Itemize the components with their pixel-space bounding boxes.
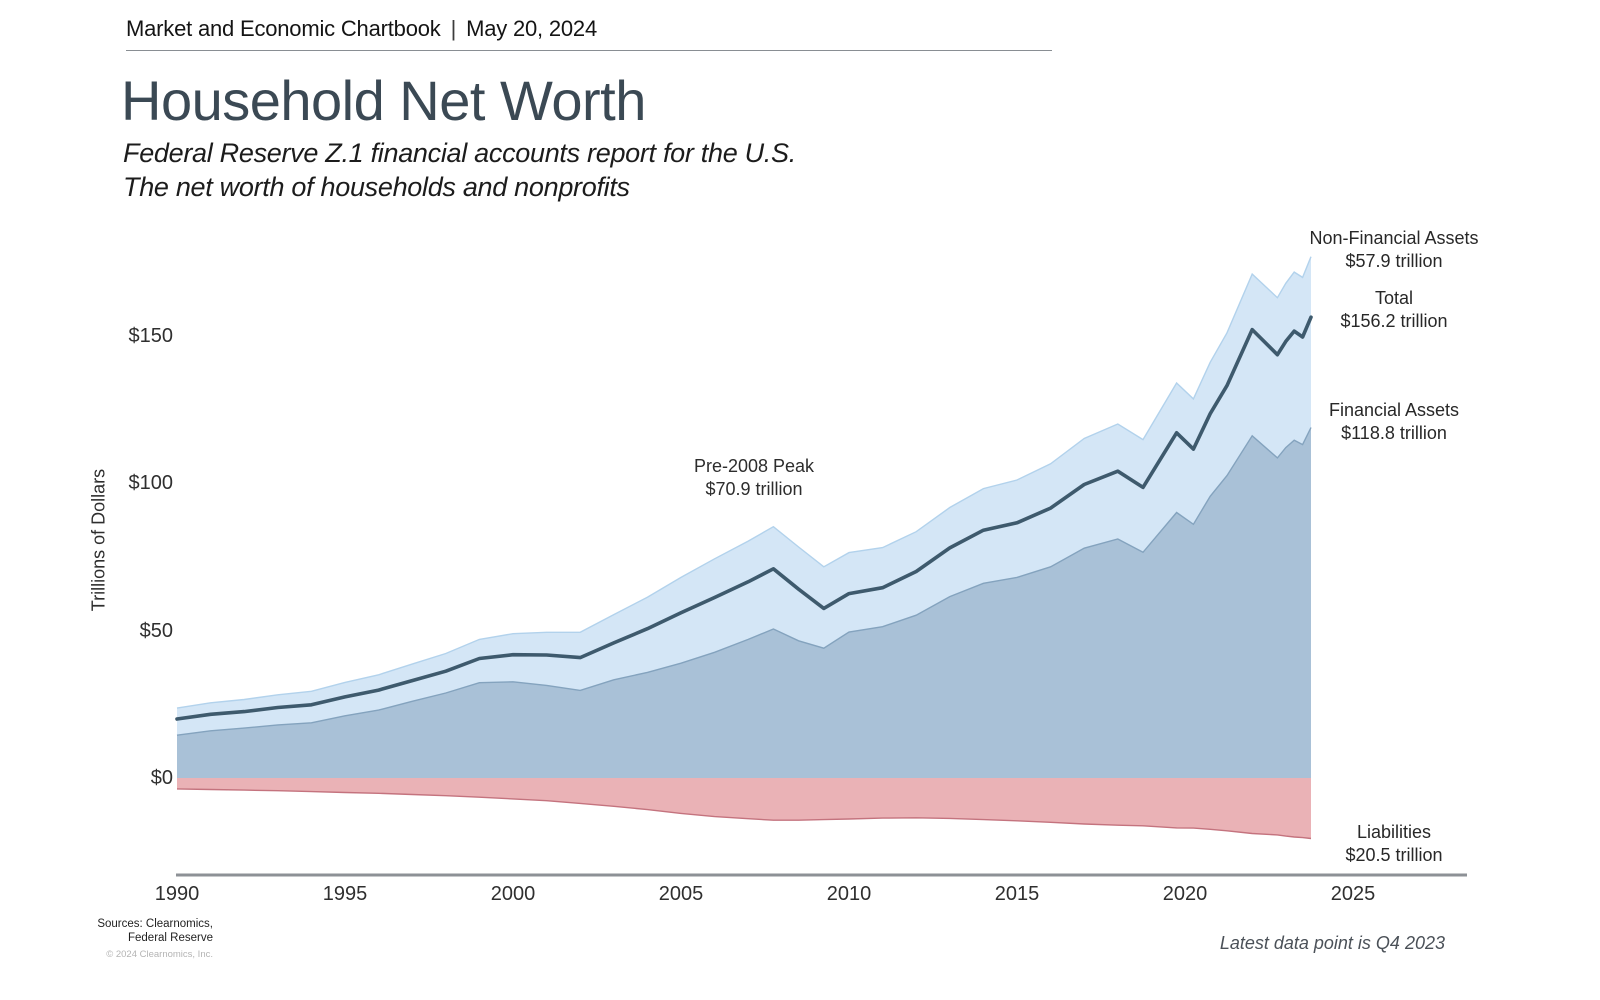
x-tick-label-1995: 1995 xyxy=(322,883,368,905)
pre-2008-peak-annotation: Pre-2008 Peak $70.9 trillion xyxy=(694,455,814,501)
total-label: Total $156.2 trillion xyxy=(1284,287,1504,333)
nonfinancial-assets-label-value: $57.9 trillion xyxy=(1345,251,1443,271)
chartbook-date: May 20, 2024 xyxy=(466,16,598,41)
liabilities-label-value: $20.5 trillion xyxy=(1345,845,1443,865)
liabilities-area xyxy=(177,778,1311,839)
x-tick-label-2020: 2020 xyxy=(1162,883,1208,905)
y-tick-label-150: $150 xyxy=(128,324,174,347)
financial-assets-edge-line xyxy=(176,427,1312,736)
copyright-text: © 2024 Clearnomics, Inc. xyxy=(106,949,213,960)
liabilities-label: Liabilities $20.5 trillion xyxy=(1284,821,1504,867)
sources-line-1: Sources: Clearnomics, xyxy=(97,918,213,930)
x-tick-label-2025: 2025 xyxy=(1330,883,1376,905)
x-tick-label-2010: 2010 xyxy=(826,883,872,905)
annotation-value: $70.9 trillion xyxy=(705,479,803,499)
chartbook-header: Market and Economic Chartbook | May 20, 20… xyxy=(126,16,597,42)
subtitle-line-2: The net worth of households and nonprofi… xyxy=(123,172,630,202)
financial-assets-area xyxy=(177,427,1311,778)
financial-assets-label: Financial Assets $118.8 trillion xyxy=(1284,399,1504,445)
x-tick-label-2015: 2015 xyxy=(994,883,1040,905)
header-separator: | xyxy=(450,16,457,41)
financial-assets-label-name: Financial Assets xyxy=(1328,400,1460,420)
y-tick-label-50: $50 xyxy=(139,619,173,642)
header-divider xyxy=(126,50,1052,51)
liabilities-label-name: Liabilities xyxy=(1356,822,1432,842)
annotation-title: Pre-2008 Peak xyxy=(693,456,815,476)
page-title: Household Net Worth xyxy=(121,69,646,132)
x-tick-label-2005: 2005 xyxy=(658,883,704,905)
sources-line-2: Federal Reserve xyxy=(127,932,213,944)
y-tick-label-100: $100 xyxy=(128,472,174,494)
nonfinancial-assets-label: Non-Financial Assets $57.9 trillion xyxy=(1284,227,1504,273)
nonfinancial-assets-label-name: Non-Financial Assets xyxy=(1309,228,1479,248)
total-net-worth-line xyxy=(175,315,1313,721)
liabilities-edge-line xyxy=(176,788,1312,840)
y-tick-label-0: $0 xyxy=(150,767,173,789)
x-tick-label-2000: 2000 xyxy=(490,883,536,905)
chartbook-title: Market and Economic Chartbook xyxy=(126,16,441,41)
page-subtitle: Federal Reserve Z.1 financial accounts r… xyxy=(123,136,796,204)
sources-block: Sources: Clearnomics, Federal Reserve © … xyxy=(41,917,213,962)
nonfinancial-assets-area xyxy=(177,256,1311,736)
financial-assets-label-value: $118.8 trillion xyxy=(1341,423,1447,443)
latest-data-note: Latest data point is Q4 2023 xyxy=(1219,933,1445,953)
total-label-name: Total xyxy=(1374,288,1414,308)
subtitle-line-1: Federal Reserve Z.1 financial accounts r… xyxy=(123,138,796,168)
total-label-value: $156.2 trillion xyxy=(1340,311,1448,331)
total-assets-edge-line xyxy=(176,256,1312,709)
x-tick-label-1990: 1990 xyxy=(154,883,200,905)
